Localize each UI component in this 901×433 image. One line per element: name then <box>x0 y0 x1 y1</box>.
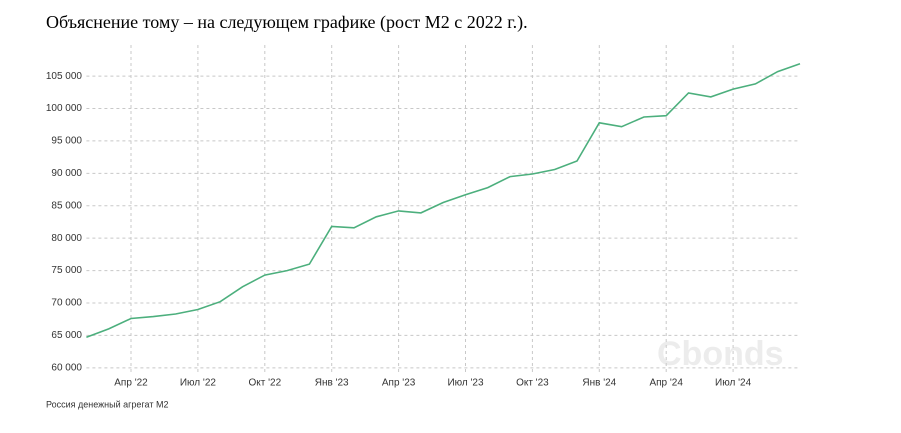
x-tick-label: Окт '23 <box>516 378 549 389</box>
y-tick-label: 90 000 <box>51 168 82 179</box>
y-tick-label: 85 000 <box>51 200 82 211</box>
x-tick-label: Апр '23 <box>382 378 416 389</box>
x-tick-label: Апр '22 <box>114 378 148 389</box>
x-tick-label: Апр '24 <box>649 378 683 389</box>
watermark: Cbonds <box>657 335 784 373</box>
chart-title: Объяснение тому – на следующем графике (… <box>46 12 528 33</box>
x-tick-label: Июл '23 <box>447 378 484 389</box>
data-line <box>86 63 801 339</box>
x-tick-label: Янв '24 <box>582 378 616 389</box>
x-tick-label: Июл '22 <box>180 378 217 389</box>
x-tick-label: Июл '24 <box>715 378 752 389</box>
y-tick-label: 70 000 <box>51 298 82 309</box>
x-tick-label: Янв '23 <box>315 378 349 389</box>
y-tick-label: 75 000 <box>51 265 82 276</box>
y-tick-label: 65 000 <box>51 330 82 341</box>
y-tick-label: 105 000 <box>46 71 83 82</box>
source-note: Россия денежный агрегат М2 <box>46 399 168 409</box>
y-tick-label: 100 000 <box>46 103 83 114</box>
y-tick-label: 60 000 <box>51 362 82 373</box>
y-tick-label: 95 000 <box>51 136 82 147</box>
y-tick-label: 80 000 <box>51 233 82 244</box>
x-tick-label: Окт '22 <box>248 378 281 389</box>
